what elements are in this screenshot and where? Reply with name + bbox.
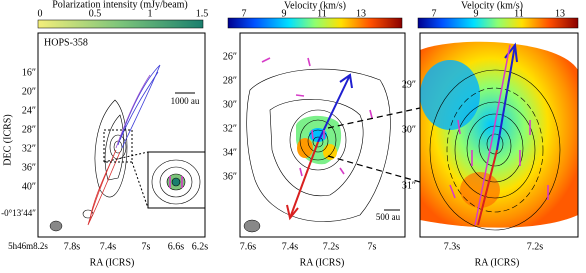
panel-2: Velocity (km/s) 7 9 11 13 500 au 26″ 28″…	[223, 0, 406, 268]
y-tick-label: 20″	[22, 86, 36, 97]
x-tick-label: 7.2s	[323, 241, 340, 252]
colorbar-label: Polarization intensity (mJy/beam)	[52, 0, 188, 10]
y-tick-label: 32″	[223, 123, 237, 134]
scale-bar-label: 1000 au	[171, 96, 200, 106]
y-tick-label: 32″	[22, 143, 36, 154]
beam	[49, 220, 63, 232]
colorbar-tick: 1	[148, 8, 153, 19]
x-tick-label: 7.4s	[100, 241, 117, 252]
contours	[246, 68, 391, 222]
x-axis-label: RA (ICRS)	[90, 257, 135, 268]
map-frame	[37, 32, 206, 238]
y-tick-label: 34″	[223, 147, 237, 158]
velocity-map	[420, 41, 578, 231]
scale-bar-label: 500 au	[376, 212, 401, 222]
x-tick-label: 6.6s	[168, 241, 185, 252]
colorbar	[227, 17, 403, 29]
x-tick-label: 7.2s	[527, 241, 544, 252]
y-tick-label: 31″	[402, 180, 416, 191]
map-frame	[419, 32, 579, 238]
beam	[243, 219, 261, 233]
y-tick-label: 36″	[22, 162, 36, 173]
inset-content	[151, 159, 201, 205]
colorbar-tick: 13	[555, 8, 565, 19]
panel-1: Polarization intensity (mJy/beam) 0 0.5 …	[1, 0, 208, 268]
colorbar	[417, 17, 579, 29]
zoom-line	[327, 155, 421, 183]
x-tick-label: 7.3s	[444, 241, 461, 252]
colorbar-tick: 0	[38, 8, 43, 19]
x-tick-label: 6.2s	[192, 241, 209, 252]
colorbar-label: Velocity (km/s)	[284, 0, 346, 11]
x-tick-label: 7.4s	[282, 241, 299, 252]
zoom-line	[327, 107, 421, 129]
map-frame	[239, 32, 406, 238]
polarization-vectors	[261, 57, 373, 177]
y-tick-label: 29″	[402, 79, 416, 90]
x-tick-label: 7s	[142, 241, 151, 252]
colorbar-tick: 0.5	[89, 8, 102, 19]
x-tick-label: 7.6s	[240, 241, 257, 252]
x-tick-label: 5h46m8.2s	[8, 241, 48, 251]
y-tick-label: 28″	[223, 75, 237, 86]
colorbar-tick: 7	[242, 8, 247, 19]
colorbar	[37, 19, 204, 29]
y-axis-label: DEC (ICRS)	[2, 114, 13, 165]
colorbar-tick: 9	[282, 8, 287, 19]
y-tick-label: 30″	[223, 99, 237, 110]
contours	[82, 99, 128, 219]
y-tick-label: -0°13′44″	[1, 208, 36, 218]
outflow-contours	[87, 64, 161, 226]
colorbar-label: Velocity (km/s)	[461, 0, 523, 11]
x-tick-label: 7.8s	[64, 241, 81, 252]
colorbar-tick: 1.5	[196, 8, 209, 19]
zoom-box	[103, 129, 133, 163]
x-axis-label: RA (ICRS)	[475, 257, 520, 268]
colorbar-tick: 13	[356, 8, 366, 19]
y-tick-label: 28″	[22, 124, 36, 135]
y-tick-label: 36″	[223, 171, 237, 182]
colorbar-tick: 7	[432, 8, 437, 19]
y-tick-label: 30″	[402, 124, 416, 135]
x-tick-label: 7s	[368, 241, 377, 252]
colorbar-tick: 11	[514, 8, 524, 19]
colorbar-tick: 11	[317, 8, 327, 19]
y-tick-label: 16″	[22, 67, 36, 78]
colorbar-tick: 9	[474, 8, 479, 19]
y-tick-label: 24″	[22, 105, 36, 116]
y-tick-label: 40″	[22, 181, 36, 192]
panel-3: Velocity (km/s) 7 9 11 13 29″ 30″ 31″ 7.…	[327, 0, 579, 268]
source-name: HOPS-358	[44, 37, 88, 48]
y-tick-label: 26″	[223, 51, 237, 62]
x-axis-label: RA (ICRS)	[300, 257, 345, 268]
